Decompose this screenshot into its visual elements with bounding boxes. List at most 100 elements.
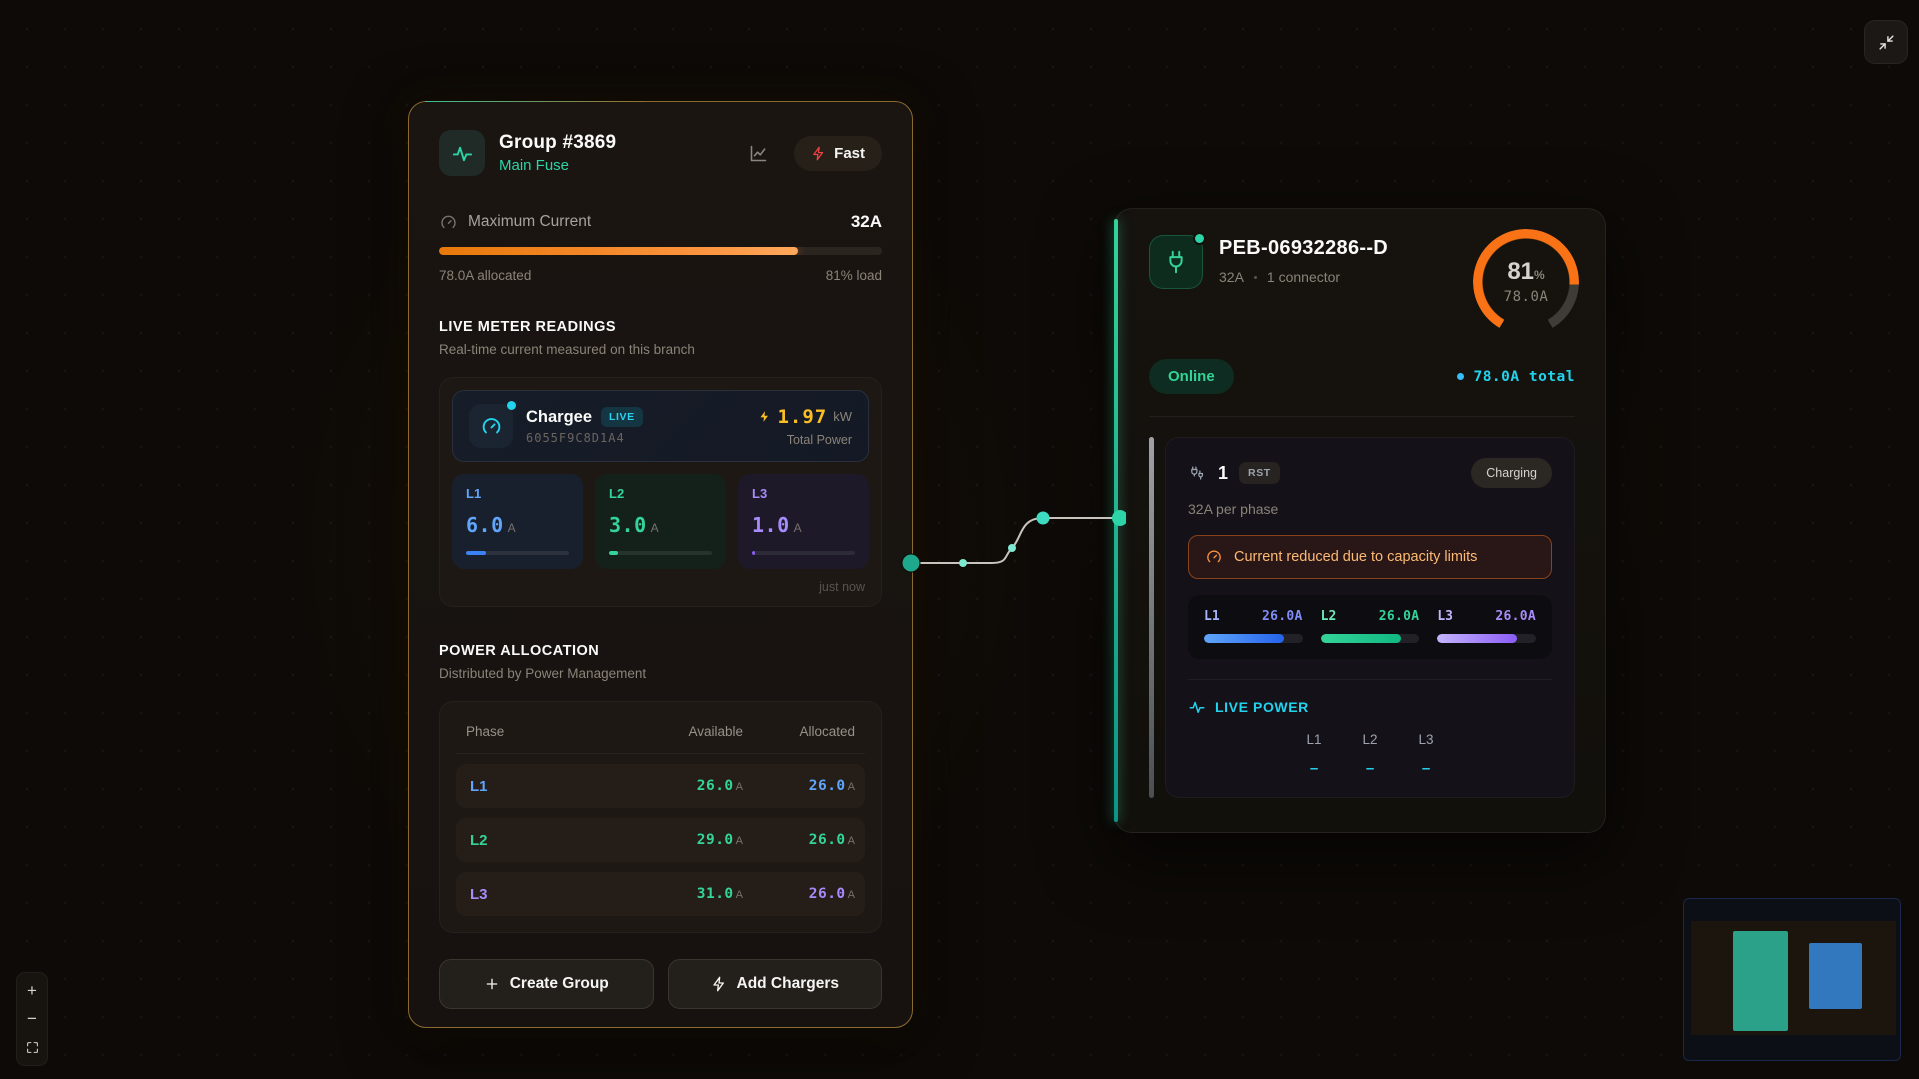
collapse-panel-button[interactable] — [1864, 20, 1908, 64]
connector-card[interactable]: 1 RST Charging 32A per phase Current red… — [1165, 437, 1575, 798]
last-updated-text: just now — [819, 580, 865, 594]
table-row[interactable]: L2 29.0 A 26.0 A — [456, 818, 865, 862]
zoom-out-button[interactable]: − — [27, 1009, 37, 1028]
meter-readings-box: Chargee LIVE 6055F9C8D1A4 1.97 kW Total … — [439, 377, 882, 607]
connector-scrollbar[interactable] — [1149, 437, 1154, 798]
group-title: Group #3869 — [499, 132, 617, 153]
phase-bar-fill — [1437, 634, 1518, 643]
fit-view-button[interactable] — [17, 1034, 47, 1060]
phase-bar — [752, 551, 855, 555]
phase-label: L2 — [1320, 609, 1337, 624]
meter-icon-tile — [469, 401, 516, 448]
meter-phase-card-l1: L1 6.0 A — [452, 474, 583, 569]
create-group-button[interactable]: Create Group — [439, 959, 654, 1009]
live-phase-label: L2 — [1362, 732, 1378, 747]
gauge-percent: 81 — [1507, 257, 1535, 285]
charger-icon-tile — [1149, 232, 1206, 289]
live-phase-label: L3 — [1418, 732, 1434, 747]
gauge-ring — [1473, 229, 1579, 335]
live-power-pulse-icon — [1188, 698, 1206, 716]
graph-edge — [901, 510, 1126, 573]
bolt-icon — [711, 976, 727, 992]
activity-pulse-icon — [451, 142, 474, 165]
edge-source-node — [901, 553, 921, 573]
group-icon-tile — [439, 130, 485, 176]
edge-target-node — [1112, 510, 1126, 526]
fullscreen-icon — [26, 1041, 39, 1054]
phase-bar-fill — [752, 551, 756, 555]
zoom-in-button[interactable]: + — [27, 981, 37, 1000]
charger-title: PEB-06932286--D — [1219, 237, 1389, 259]
table-row[interactable]: L1 26.0 A 26.0 A — [456, 764, 865, 808]
separator-dot — [1253, 275, 1257, 279]
table-row[interactable]: L3 31.0 A 26.0 A — [456, 872, 865, 916]
add-chargers-button[interactable]: Add Chargers — [667, 959, 882, 1009]
phase-label: L3 — [1437, 609, 1453, 624]
row-allocated: 26.0 — [808, 886, 846, 902]
phase-bar — [466, 551, 569, 555]
live-power-heading: LIVE POWER — [1215, 699, 1309, 715]
phase-bar-fill — [1320, 634, 1401, 643]
row-allocated: 26.0 — [808, 832, 846, 848]
unit: A — [735, 889, 743, 901]
col-allocated: Allocated — [799, 724, 855, 739]
live-phase-value: – — [1421, 760, 1431, 777]
phase-bar-fill — [1204, 634, 1284, 643]
unit: A — [847, 781, 855, 793]
fast-label: Fast — [834, 144, 865, 162]
phase-amps: 26.0A — [1495, 609, 1536, 624]
row-available: 26.0 — [696, 778, 734, 794]
meter-device-id: 6055F9C8D1A4 — [526, 431, 625, 445]
load-gauge: 81% 78.0A — [1473, 229, 1579, 335]
alert-gauge-icon — [1205, 548, 1223, 566]
rst-badge: RST — [1239, 462, 1280, 484]
phase-unit: A — [507, 521, 516, 535]
gauge-mini-icon — [439, 213, 458, 232]
unit: A — [847, 889, 855, 901]
row-available: 31.0 — [696, 886, 734, 902]
row-phase: L1 — [470, 777, 488, 795]
fast-mode-badge[interactable]: Fast — [794, 135, 882, 171]
max-current-value: 32A — [850, 212, 882, 231]
connector-pins-icon — [1188, 464, 1207, 483]
minimap[interactable] — [1683, 898, 1901, 1061]
capacity-alert: Current reduced due to capacity limits — [1188, 535, 1552, 579]
max-current-label: Maximum Current — [468, 213, 592, 230]
create-group-label: Create Group — [509, 975, 609, 992]
meter-phase-card-l2: L2 3.0 A — [595, 474, 726, 569]
phase-amps: 26.0A — [1262, 609, 1303, 624]
power-allocation-subheading: Distributed by Power Management — [439, 666, 647, 681]
phase-bar-fill — [609, 551, 619, 555]
phase-unit: A — [793, 521, 802, 535]
phase-bar — [1437, 634, 1536, 643]
plug-icon — [1163, 249, 1189, 275]
unit: A — [847, 835, 855, 847]
total-power-value: 1.97 — [777, 405, 828, 428]
power-bolt-icon — [758, 410, 771, 423]
phase-bar — [609, 551, 712, 555]
live-phase-value: – — [1365, 760, 1375, 777]
row-phase: L3 — [470, 885, 488, 903]
connector-phase-bars: L1 26.0A L2 26.0A L3 26.0A — [1188, 595, 1552, 659]
phase-bar — [1204, 634, 1303, 643]
bolt-icon — [811, 146, 826, 161]
alert-text: Current reduced due to capacity limits — [1234, 549, 1478, 565]
chart-button[interactable] — [742, 137, 774, 169]
connector-number: 1 — [1218, 462, 1229, 483]
plus-icon — [484, 976, 500, 992]
row-allocated: 26.0 — [808, 778, 846, 794]
gauge-percent-sign: % — [1534, 267, 1545, 282]
total-amps-text: 78.0A total — [1473, 368, 1575, 385]
phase-label: L1 — [1204, 609, 1220, 624]
live-meter-heading: LIVE METER READINGS — [439, 319, 617, 335]
charger-card[interactable]: PEB-06932286--D 32A 1 connector 81% 78.0… — [1114, 208, 1606, 833]
phase-value: 6.0 — [466, 513, 504, 537]
allocated-text: 78.0A allocated — [439, 268, 532, 283]
allocation-table: Phase Available Allocated L1 26.0 A 26.0 A… — [439, 701, 882, 933]
live-phase-value: – — [1309, 760, 1319, 777]
charging-status-badge: Charging — [1471, 458, 1552, 488]
online-status-badge: Online — [1149, 359, 1234, 394]
meter-device-card[interactable]: Chargee LIVE 6055F9C8D1A4 1.97 kW Total … — [452, 390, 869, 462]
total-dot-icon — [1457, 373, 1465, 380]
phase-bar-fill — [466, 551, 486, 555]
